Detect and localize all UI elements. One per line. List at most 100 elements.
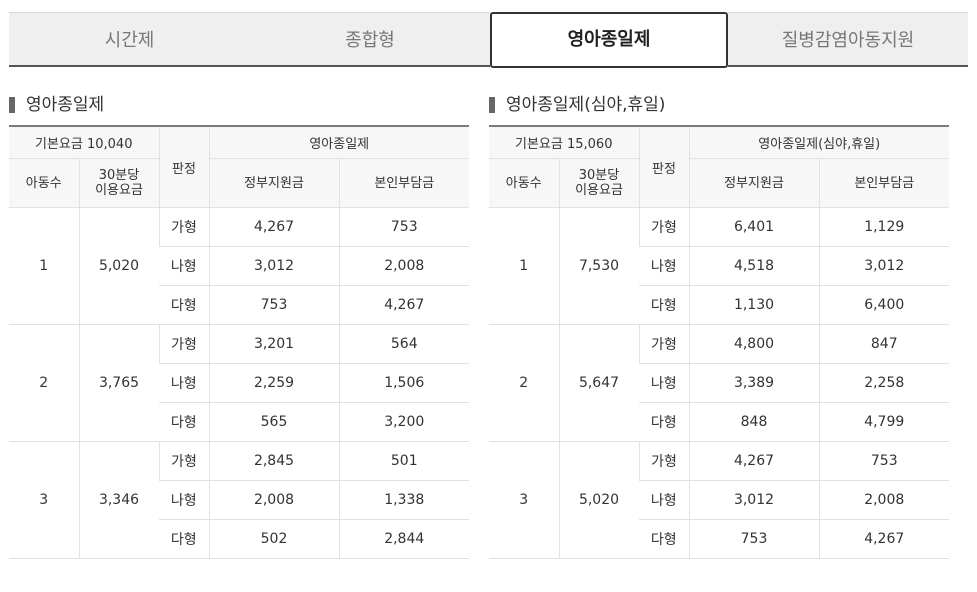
section-title-text: 영아종일제 [26, 95, 105, 115]
grade-cell: 다형 [639, 519, 689, 559]
fee-per-30min-cell: 3,346 [78, 441, 159, 559]
self-pay-cell: 1,506 [338, 363, 469, 403]
self-pay-cell: 2,258 [818, 363, 950, 403]
section-title: 영아종일제 [9, 92, 469, 118]
table-row: 나형 2,008 1,338 [9, 480, 469, 520]
children-count-cell: 2 [9, 324, 79, 442]
gov-support-cell: 3,012 [688, 480, 819, 520]
self-pay-cell: 1,338 [338, 480, 469, 520]
fee-table: 기본요금 10,040 판정 영아종일제 아동수 30분당 이용요금 정부지원금 … [9, 125, 469, 559]
self-pay-cell: 3,200 [338, 402, 469, 442]
gov-support-cell: 565 [208, 402, 339, 442]
gov-support-cell: 753 [688, 519, 819, 559]
grade-cell: 다형 [159, 519, 209, 559]
self-pay-cell: 4,267 [338, 285, 469, 325]
grade-cell: 다형 [639, 285, 689, 325]
tab-sick-child-support[interactable]: 질병감염아동지원 [728, 12, 968, 67]
section-title-text: 영아종일제(심야,휴일) [506, 95, 666, 115]
self-pay-header: 본인부담금 [338, 158, 469, 208]
table-row: 3 3,346 가형 2,845 501 [9, 441, 469, 559]
grade-cell: 다형 [159, 285, 209, 325]
grade-cell: 나형 [159, 246, 209, 286]
self-pay-cell: 501 [338, 441, 469, 481]
tab-comprehensive[interactable]: 종합형 [250, 12, 490, 67]
tab-hourly[interactable]: 시간제 [9, 12, 250, 67]
grade-cell: 나형 [159, 480, 209, 520]
table-row: 1 7,530 가형 6,401 1,129 [489, 207, 950, 325]
gov-support-header: 정부지원금 [208, 158, 339, 208]
fee-per-30min-cell: 7,530 [558, 207, 639, 325]
table-row: 1 5,020 가형 4,267 753 [9, 207, 469, 325]
gov-support-cell: 3,389 [688, 363, 819, 403]
self-pay-cell: 4,267 [818, 519, 950, 559]
gov-support-cell: 3,201 [208, 324, 339, 364]
table-row: 2 5,647 가형 4,800 847 [489, 324, 950, 442]
children-count-cell: 1 [489, 207, 559, 325]
self-pay-cell: 753 [338, 207, 469, 247]
children-count-cell: 1 [9, 207, 79, 325]
fee-table: 기본요금 15,060 판정 영아종일제(심야,휴일) 아동수 30분당 이용요금… [489, 125, 950, 559]
title-marker-icon [489, 97, 495, 113]
table-row: 나형 2,259 1,506 [9, 363, 469, 403]
gov-support-cell: 3,012 [208, 246, 339, 286]
self-pay-cell: 564 [338, 324, 469, 364]
table-row: 나형 4,518 3,012 [489, 246, 950, 286]
self-pay-header: 본인부담금 [818, 158, 950, 208]
gov-support-cell: 4,800 [688, 324, 819, 364]
grade-cell: 가형 [158, 207, 209, 247]
children-count-cell: 3 [489, 441, 559, 559]
grade-cell: 나형 [639, 480, 689, 520]
section-infant-fullday-night-holiday: 영아종일제(심야,휴일) 기본요금 15,060 판정 영아종일제(심야,휴일)… [489, 92, 950, 559]
self-pay-cell: 4,799 [818, 402, 950, 442]
gov-support-cell: 753 [208, 285, 339, 325]
children-count-cell: 2 [489, 324, 559, 442]
self-pay-cell: 2,008 [338, 246, 469, 286]
gov-support-cell: 1,130 [688, 285, 819, 325]
table-row: 3 5,020 가형 4,267 753 [489, 441, 950, 559]
fee-per-30min-header: 30분당 이용요금 [558, 158, 639, 208]
self-pay-cell: 753 [818, 441, 950, 481]
table-row: 다형 502 2,844 [9, 519, 469, 559]
self-pay-cell: 1,129 [818, 207, 950, 247]
grade-header: 판정 [158, 125, 209, 208]
gov-support-header: 정부지원금 [688, 158, 819, 208]
grade-cell: 가형 [638, 441, 689, 481]
children-header: 아동수 [9, 158, 79, 208]
gov-support-cell: 502 [208, 519, 339, 559]
grade-cell: 가형 [638, 207, 689, 247]
table-row: 다형 848 4,799 [489, 402, 950, 442]
group-header: 영아종일제 [208, 125, 469, 159]
fee-per-30min-cell: 3,765 [78, 324, 159, 442]
grade-cell: 가형 [158, 324, 209, 364]
gov-support-cell: 4,518 [688, 246, 819, 286]
gov-support-cell: 6,401 [688, 207, 819, 247]
section-title: 영아종일제(심야,휴일) [489, 92, 949, 118]
fee-per-30min-header: 30분당 이용요금 [78, 158, 159, 208]
base-fee-header: 기본요금 10,040 [9, 125, 159, 159]
table-row: 나형 3,012 2,008 [9, 246, 469, 286]
group-header: 영아종일제(심야,휴일) [688, 125, 950, 159]
fee-per-30min-cell: 5,647 [558, 324, 639, 442]
self-pay-cell: 2,008 [818, 480, 950, 520]
fee-per-30min-cell: 5,020 [558, 441, 639, 559]
self-pay-cell: 2,844 [338, 519, 469, 559]
fee-per-30min-cell: 5,020 [78, 207, 159, 325]
tab-infant-fullday[interactable]: 영아종일제 [490, 12, 728, 68]
table-row: 다형 753 4,267 [9, 285, 469, 325]
table-row: 2 3,765 가형 3,201 564 [9, 324, 469, 442]
title-marker-icon [9, 97, 15, 113]
gov-support-cell: 2,259 [208, 363, 339, 403]
gov-support-cell: 2,845 [208, 441, 339, 481]
table-row: 다형 753 4,267 [489, 519, 950, 559]
table-row: 나형 3,012 2,008 [489, 480, 950, 520]
base-fee-header: 기본요금 15,060 [489, 125, 639, 159]
gov-support-cell: 4,267 [688, 441, 819, 481]
grade-cell: 나형 [159, 363, 209, 403]
grade-cell: 나형 [639, 363, 689, 403]
self-pay-cell: 3,012 [818, 246, 950, 286]
grade-header: 판정 [638, 125, 689, 208]
table-row: 나형 3,389 2,258 [489, 363, 950, 403]
grade-cell: 가형 [638, 324, 689, 364]
gov-support-cell: 4,267 [208, 207, 339, 247]
section-infant-fullday: 영아종일제 기본요금 10,040 판정 영아종일제 아동수 30분당 이용요금 … [9, 92, 469, 559]
